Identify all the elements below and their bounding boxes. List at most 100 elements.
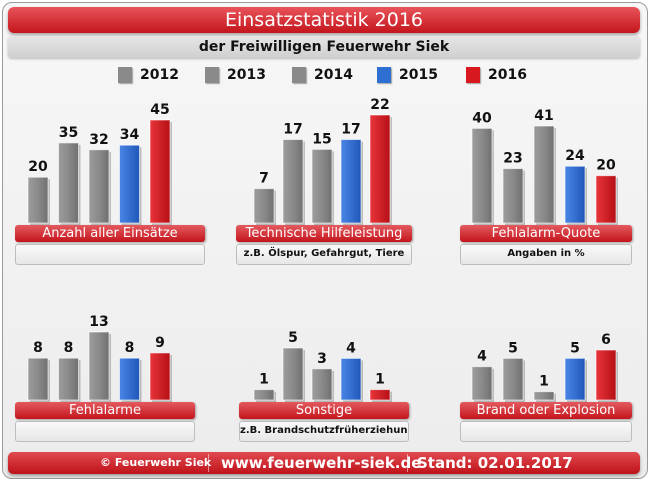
chart-note: z.B. Brandschutzfrüherziehung [239, 421, 409, 442]
data-label-2016: 45 [150, 102, 169, 118]
legend-label: 2016 [488, 67, 527, 83]
bar-2013 [282, 347, 304, 401]
legend-item-2015: 2015 [377, 64, 438, 86]
page-title: Einsatzstatistik 2016 [8, 7, 640, 33]
bar-2014 [88, 331, 110, 401]
bar-2014 [311, 368, 333, 401]
bar-2015 [119, 357, 140, 401]
footer-date: Stand: 02.01.2017 [417, 454, 573, 472]
footer-divider [208, 454, 209, 472]
data-label-2013: 8 [64, 340, 74, 356]
bar-2015 [340, 139, 362, 224]
data-label-2016: 6 [601, 332, 611, 348]
footer-website-link[interactable]: www.feuerwehr-siek.de [221, 454, 422, 472]
bar-2013 [502, 357, 524, 401]
legend-item-2014: 2014 [292, 64, 353, 86]
bar-chart: 1 5 3 4 1 [253, 330, 392, 402]
data-label-2013: 17 [283, 122, 302, 138]
data-label-2014: 3 [317, 351, 327, 367]
data-label-2013: 5 [508, 340, 518, 356]
chart-title: Fehlalarme [15, 402, 195, 419]
legend-label: 2013 [227, 67, 266, 83]
legend-swatch [466, 67, 480, 83]
legend-item-2016: 2016 [466, 64, 527, 86]
bar-2012 [253, 389, 275, 401]
data-label-2013: 23 [503, 151, 522, 167]
legend-label: 2012 [140, 67, 179, 83]
legend-swatch [118, 67, 132, 83]
data-label-2012: 8 [33, 340, 43, 356]
footer-divider [407, 454, 408, 472]
bar-2013 [58, 357, 79, 401]
bar-2014 [533, 125, 555, 224]
legend-label: 2014 [314, 67, 353, 83]
data-label-2012: 4 [477, 349, 487, 365]
bar-2013 [58, 142, 79, 224]
chart-note [15, 244, 205, 265]
chart-title: Technische Hilfeleistung [236, 225, 412, 242]
data-label-2016: 1 [375, 372, 385, 388]
page-subtitle: der Freiwilligen Feuerwehr Siek [8, 36, 640, 58]
chart-note [460, 421, 632, 442]
chart-title: Fehlalarm-Quote [460, 225, 632, 242]
bar-2016 [149, 119, 171, 224]
chart-panel-anzahl-aller-einsaetze: 20 35 32 34 45 Anzahl aller Einsätze [10, 90, 212, 285]
chart-panel-technische-hilfeleistung: 7 17 15 17 22 Technische Hilfeleistung z.B. … [224, 90, 426, 285]
chart-panel-brand-oder-explosion: 4 5 1 5 6 Brand oder Explosion [438, 292, 640, 487]
data-label-2014: 13 [89, 314, 108, 330]
data-label-2015: 4 [346, 340, 356, 356]
bar-2016 [595, 175, 617, 224]
chart-panel-sonstige: 1 5 3 4 1 Sonstige z.B. Brandschutzfrüherzie… [224, 292, 426, 487]
bar-2012 [471, 127, 493, 224]
bar-2016 [369, 114, 391, 224]
data-label-2015: 24 [565, 148, 585, 164]
data-label-2016: 9 [155, 335, 165, 351]
bar-chart: 4 5 1 5 6 [471, 332, 618, 402]
bar-2014 [533, 391, 555, 401]
footer-copyright: © Feuerwehr Siek [100, 456, 212, 469]
chart-title: Sonstige [239, 402, 409, 419]
data-label-2013: 35 [59, 125, 78, 141]
chart-title: Brand oder Explosion [460, 402, 632, 419]
bar-2012 [253, 188, 275, 224]
data-label-2015: 5 [570, 340, 580, 356]
data-label-2013: 5 [288, 330, 298, 346]
legend-label: 2015 [399, 67, 438, 83]
legend: 2012 2013 2014 2015 2016 [0, 64, 650, 86]
data-label-2014: 41 [534, 108, 553, 124]
bar-2015 [119, 144, 140, 224]
bar-chart: 20 35 32 34 45 [27, 102, 172, 225]
bar-2015 [564, 165, 586, 224]
data-label-2014: 1 [539, 374, 549, 390]
data-label-2012: 20 [28, 159, 48, 175]
footer-bar: © Feuerwehr Siek www.feuerwehr-siek.de S… [8, 452, 640, 474]
bar-2016 [369, 389, 391, 401]
chart-note [15, 421, 195, 442]
chart-panel-fehlalarme: 8 8 13 8 9 Fehlalarme [10, 292, 212, 487]
bar-2013 [282, 139, 304, 224]
chart-panel-fehlalarm-quote: 40 23 41 24 20 Fehlalarm-Quote Angaben in % [438, 90, 640, 285]
bar-2012 [27, 176, 49, 224]
bar-chart: 8 8 13 8 9 [27, 314, 172, 402]
legend-swatch [205, 67, 219, 83]
bar-2016 [149, 352, 171, 401]
data-label-2016: 20 [596, 158, 616, 174]
data-label-2014: 15 [312, 131, 331, 147]
data-label-2015: 17 [341, 122, 360, 138]
chart-note: z.B. Ölspur, Gefahrgut, Tiere [236, 244, 412, 265]
bar-2012 [471, 366, 493, 401]
data-label-2012: 7 [259, 171, 269, 187]
bar-chart: 7 17 15 17 22 [253, 97, 392, 225]
data-label-2015: 34 [120, 127, 140, 143]
legend-item-2012: 2012 [118, 64, 179, 86]
bar-2014 [88, 149, 110, 224]
bar-2013 [502, 168, 524, 224]
data-label-2015: 8 [125, 340, 135, 356]
bar-2012 [27, 357, 49, 401]
chart-note: Angaben in % [460, 244, 632, 265]
bar-2016 [595, 349, 617, 401]
bar-2014 [311, 148, 333, 224]
bar-chart: 40 23 41 24 20 [471, 108, 618, 225]
data-label-2012: 1 [259, 372, 269, 388]
chart-title: Anzahl aller Einsätze [15, 225, 205, 242]
